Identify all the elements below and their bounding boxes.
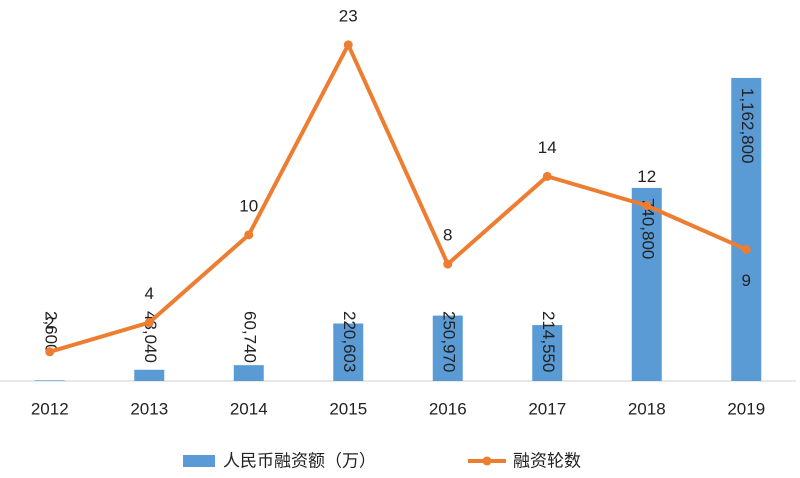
line-value-label: 8 (443, 226, 452, 245)
legend-label: 融资轮数 (513, 451, 581, 470)
line-marker (542, 171, 552, 181)
line-value-label: 12 (637, 167, 656, 186)
line-marker (144, 318, 154, 328)
x-tick-label: 2012 (31, 399, 69, 418)
x-tick-label: 2013 (130, 399, 168, 418)
bar (134, 369, 165, 381)
legend-swatch (183, 455, 215, 467)
line (49, 42, 748, 354)
x-tick-label: 2019 (727, 399, 765, 418)
line-marker (45, 347, 55, 357)
bar-value-label: 2,600 (41, 311, 60, 354)
line-marker (741, 244, 751, 254)
line-value-label: 23 (339, 6, 358, 25)
bar (432, 315, 463, 381)
legend-swatch-marker (482, 456, 492, 466)
x-tick-label: 2015 (329, 399, 367, 418)
x-tick-label: 2018 (628, 399, 666, 418)
bar-value-label: 1,162,800 (738, 88, 757, 164)
line-value-label: 14 (538, 138, 557, 157)
bar-value-label: 740,800 (638, 198, 657, 259)
bar (34, 380, 65, 381)
bar-value-label: 214,550 (539, 311, 558, 372)
bar (532, 325, 563, 381)
bar (333, 323, 364, 381)
legend-label: 人民币融资额（万） (223, 451, 376, 470)
bar-value-label: 250,970 (439, 311, 458, 372)
line-marker (642, 201, 652, 211)
line-value-label: 10 (239, 196, 258, 215)
line-value-label: 9 (742, 271, 751, 290)
bar-value-label: 220,603 (340, 311, 359, 372)
bar (731, 77, 762, 382)
x-tick-label: 2016 (429, 399, 467, 418)
bar (631, 187, 662, 381)
x-tick-label: 2017 (528, 399, 566, 418)
line-value-label: 4 (145, 284, 154, 303)
bar (233, 365, 264, 381)
line-value-label: 2 (45, 313, 54, 332)
x-tick-label: 2014 (230, 399, 268, 418)
line-marker (443, 259, 453, 269)
line-marker (343, 40, 353, 50)
bar-value-label: 60,740 (240, 311, 259, 363)
line-marker (244, 230, 254, 240)
